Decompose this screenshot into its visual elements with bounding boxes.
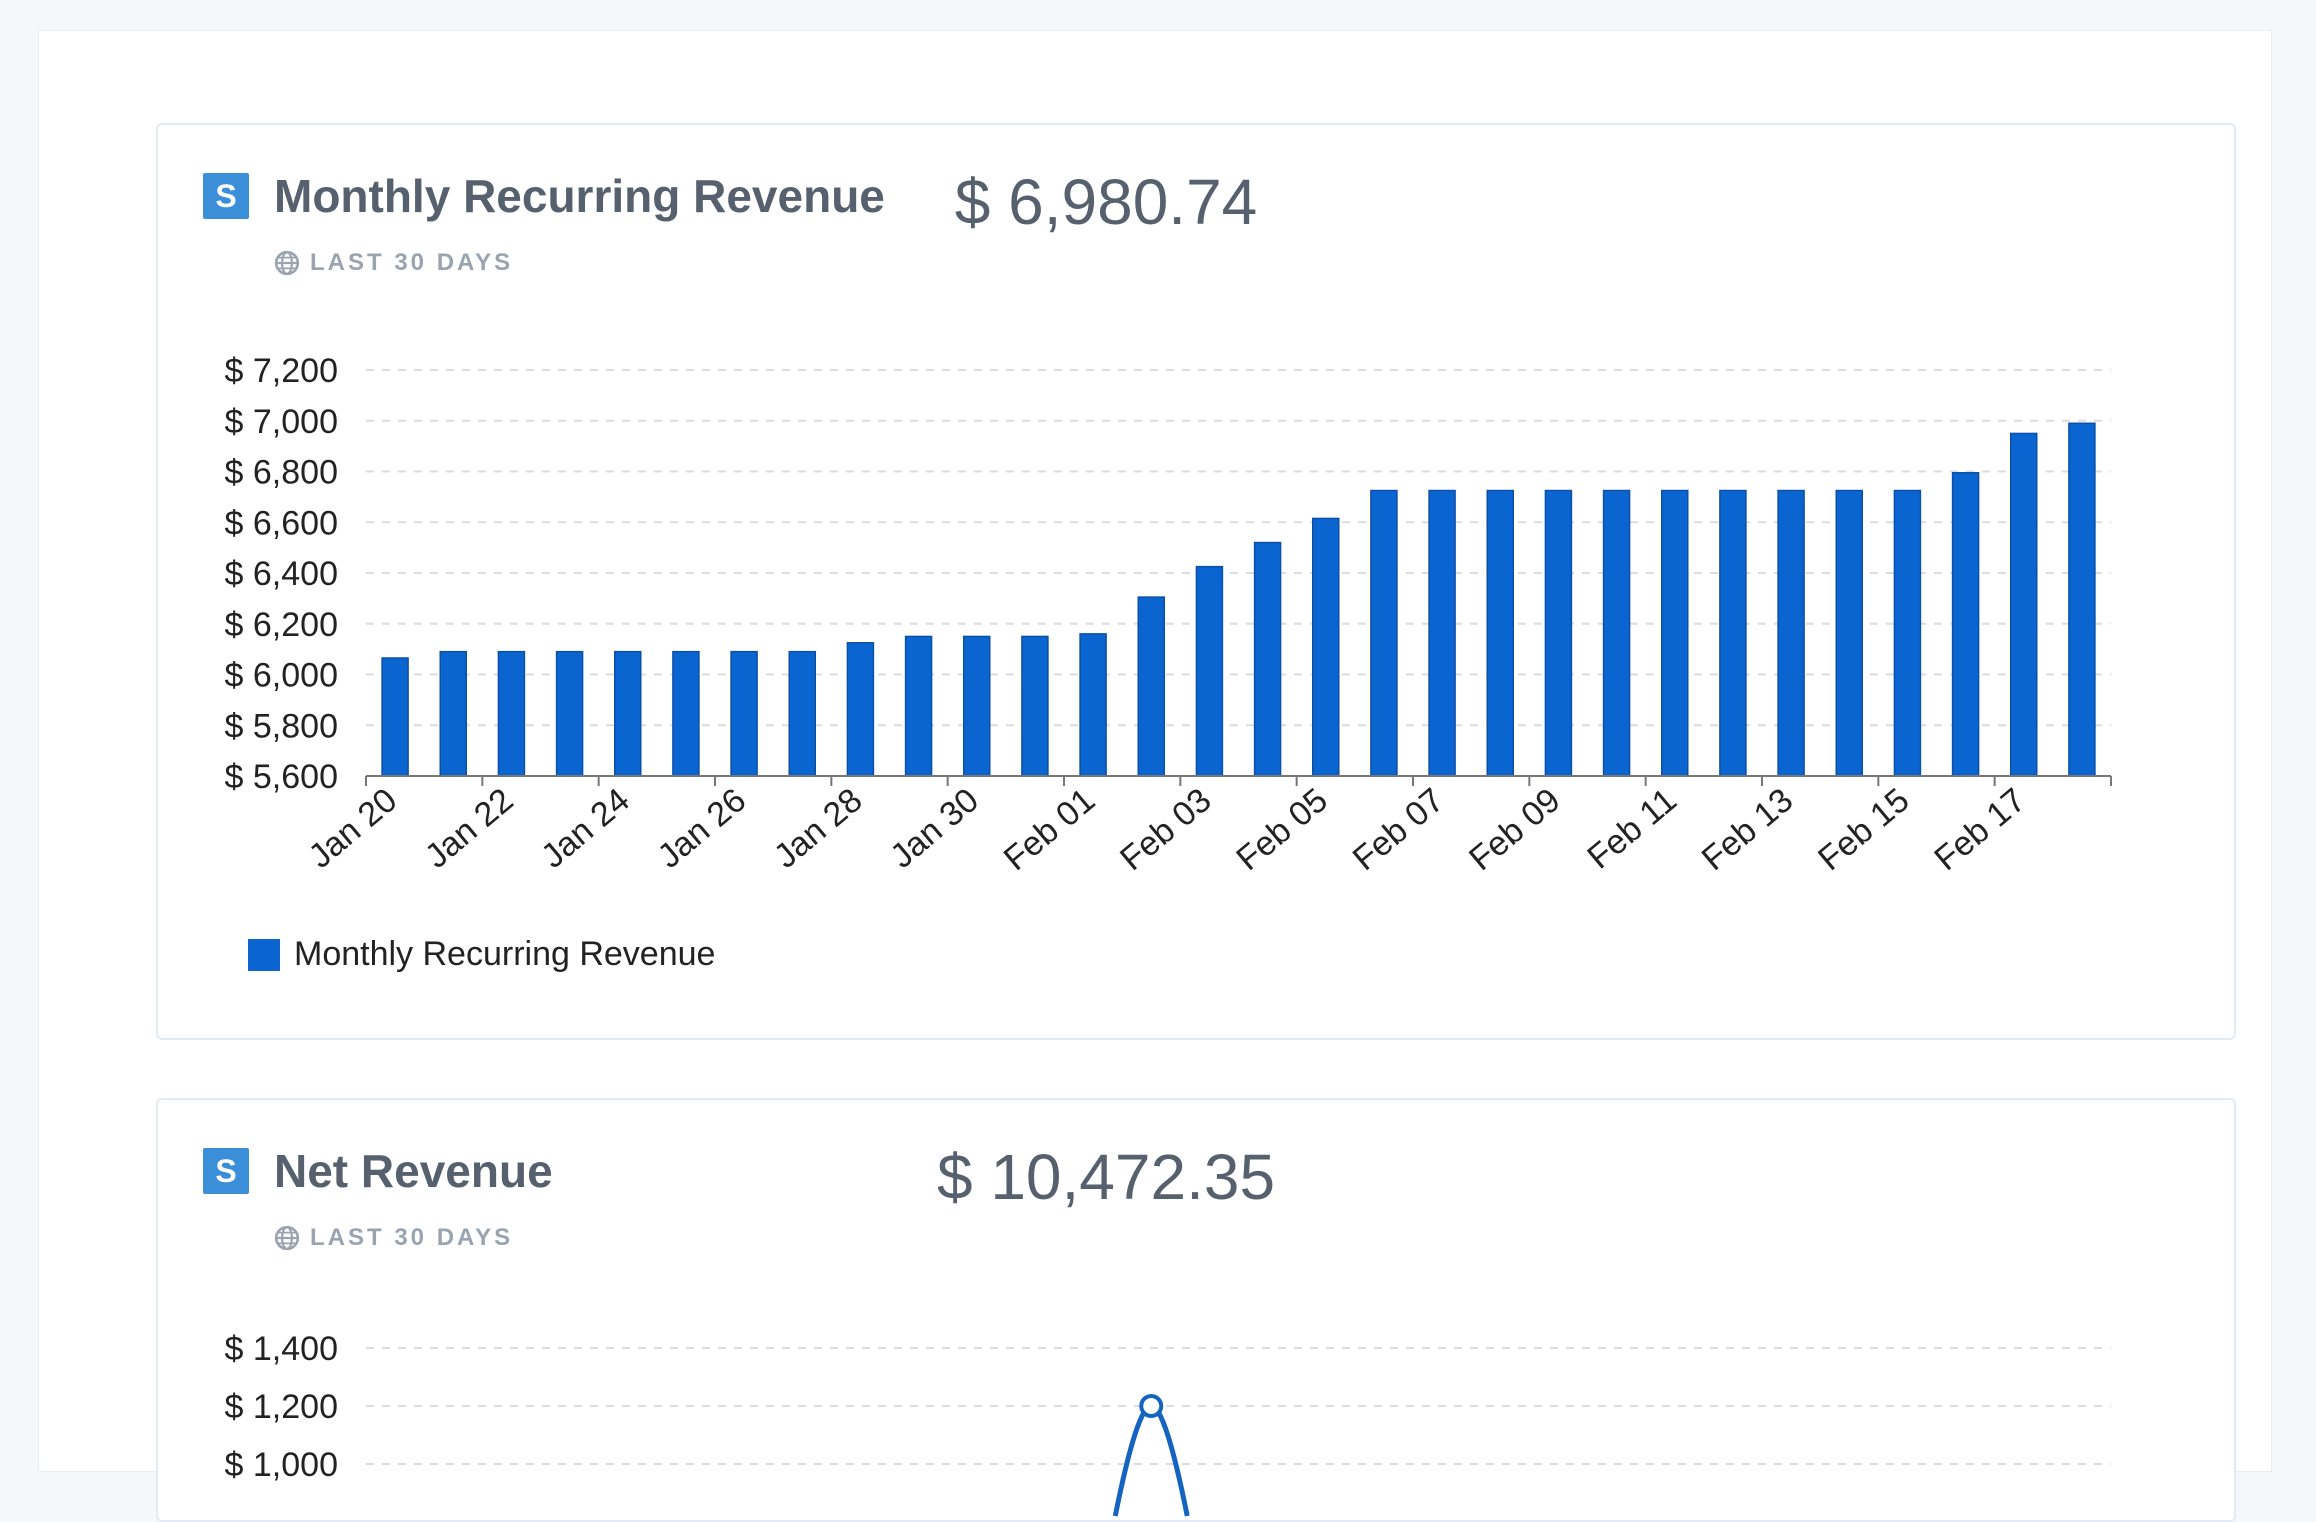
period-label: LAST 30 DAYS	[274, 1224, 513, 1252]
bar	[730, 650, 758, 777]
y-tick-label: $ 5,800	[225, 707, 338, 745]
bar	[381, 657, 409, 777]
bar	[1544, 489, 1573, 777]
legend-swatch	[248, 938, 280, 971]
bar	[555, 650, 584, 777]
bar	[1951, 472, 1980, 777]
bar	[1021, 635, 1049, 777]
x-tick-label: Feb 01	[997, 781, 1103, 878]
bar	[1719, 489, 1747, 777]
globe-icon	[274, 250, 300, 276]
bar	[1777, 489, 1805, 777]
bar	[497, 650, 526, 777]
card-title: Net Revenue	[274, 1145, 553, 1197]
y-tick-label: $ 6,800	[225, 454, 338, 492]
x-tick-label: Feb 15	[1811, 781, 1917, 878]
y-tick-label: $ 7,000	[225, 403, 338, 441]
card-title: Monthly Recurring Revenue	[274, 170, 885, 222]
x-tick-label: Jan 26	[651, 781, 754, 876]
x-tick-label: Jan 28	[767, 781, 870, 876]
net-revenue-card: S Net Revenue LAST 30 DAYS $ 10,472.35 $…	[156, 1098, 2236, 1522]
stripe-logo-icon: S	[203, 1148, 249, 1194]
x-tick-label: Feb 07	[1346, 781, 1452, 878]
y-tick-label: $ 6,000	[225, 657, 338, 695]
y-tick-label: $ 5,600	[225, 758, 338, 796]
y-tick-label: $ 1,400	[225, 1330, 338, 1368]
bar	[846, 642, 875, 777]
bar	[1893, 489, 1922, 777]
bar	[1195, 565, 1224, 777]
card-total: $ 6,980.74	[954, 166, 1258, 238]
x-tick-label: Feb 11	[1580, 781, 1684, 877]
x-tick-label: Jan 30	[883, 781, 986, 876]
bar	[904, 635, 933, 777]
bar	[963, 635, 991, 777]
period-text: LAST 30 DAYS	[310, 249, 514, 276]
card-total: $ 10,472.35	[936, 1141, 1276, 1213]
bar	[614, 650, 642, 777]
net-revenue-line-chart: $ 1,000 $ 1,200 $ 1,400	[225, 1330, 2111, 1517]
bar	[1602, 489, 1631, 777]
bar	[1137, 596, 1165, 777]
x-tick-label: Feb 03	[1113, 781, 1219, 878]
bar	[788, 650, 816, 777]
bar	[672, 650, 700, 777]
bar	[1661, 489, 1689, 777]
x-tick-label: Feb 17	[1927, 781, 2033, 878]
y-tick-label: $ 1,000	[225, 1446, 338, 1484]
bar	[2068, 422, 2096, 777]
bar	[1835, 489, 1863, 777]
bar	[1486, 489, 1514, 777]
dashboard-page: S Monthly Recurring Revenue LAST 30 DAYS…	[38, 30, 2272, 1522]
series-line	[1112, 1403, 1190, 1517]
y-tick-label: $ 6,600	[225, 504, 338, 542]
bar	[1312, 517, 1340, 777]
x-tick-label: Jan 22	[418, 781, 521, 876]
bar	[2010, 432, 2038, 777]
bar	[439, 650, 467, 777]
x-tick-label: Feb 13	[1695, 781, 1801, 878]
y-tick-label: $ 7,200	[225, 352, 338, 390]
x-tick-label: Feb 09	[1462, 781, 1568, 878]
data-point	[1139, 1394, 1164, 1418]
x-tick-label: Feb 05	[1229, 781, 1335, 878]
bar	[1428, 489, 1456, 777]
mrr-card: S Monthly Recurring Revenue LAST 30 DAYS…	[156, 123, 2236, 1040]
y-tick-label: $ 6,200	[225, 606, 338, 644]
y-tick-label: $ 1,200	[225, 1388, 338, 1426]
x-tick-label: Jan 24	[534, 781, 637, 876]
y-tick-label: $ 6,400	[225, 555, 338, 593]
chart-legend[interactable]: Monthly Recurring Revenue	[248, 935, 715, 974]
bar	[1370, 489, 1398, 777]
bar	[1253, 541, 1282, 777]
stripe-logo-icon: S	[203, 173, 249, 219]
legend-label: Monthly Recurring Revenue	[294, 935, 716, 973]
period-text: LAST 30 DAYS	[310, 1224, 514, 1251]
period-label: LAST 30 DAYS	[274, 249, 513, 277]
bar	[1079, 633, 1107, 777]
globe-icon	[274, 1225, 300, 1251]
mrr-bar-chart: $ 5,600 $ 5,800 $ 6,000 $ 6,200 $ 6,400 $ 6,6…	[225, 352, 2112, 878]
